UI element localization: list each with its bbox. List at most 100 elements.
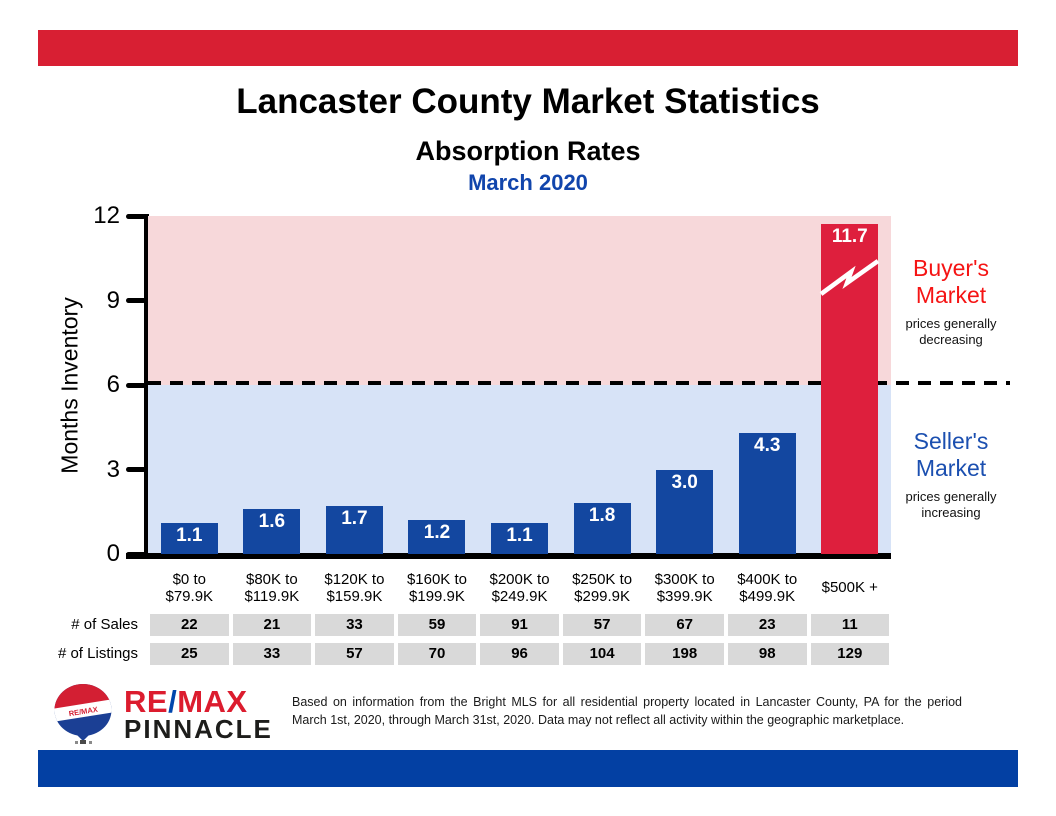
- sales-row-label: # of Sales: [71, 616, 138, 633]
- bar-value-label: 4.3: [754, 434, 781, 456]
- buyer-market-note: prices generally decreasing: [905, 316, 997, 347]
- bar: 1.1: [160, 523, 218, 554]
- x-axis-category-line: $119.9K: [244, 588, 300, 605]
- x-axis-line: [126, 553, 891, 559]
- x-axis-category-label: $200K to $249.9K: [478, 570, 561, 606]
- page-title: Lancaster County Market Statistics: [236, 82, 820, 121]
- bar-value-label: 1.1: [506, 525, 533, 547]
- x-axis-category-line: $499.9K: [739, 588, 796, 605]
- bar: 1.2: [408, 520, 466, 554]
- table-cell: 22: [150, 614, 229, 636]
- report-period: March 2020: [468, 170, 588, 195]
- x-axis-category-label: $500K +: [809, 570, 892, 606]
- x-axis-category-label: $160K to $199.9K: [396, 570, 479, 606]
- y-axis-tick-label: 6: [106, 371, 120, 398]
- y-axis-tick-label: 3: [106, 455, 120, 483]
- bar: 1.7: [325, 506, 383, 554]
- y-axis-tick: [126, 467, 146, 472]
- bars-container: 1.1 1.6 1.7 1.2 1.1 1.8 3.0 4.3 11.7: [148, 216, 891, 554]
- bar: 1.1: [491, 523, 549, 554]
- y-axis-tick: [126, 298, 146, 303]
- table-cell: 57: [315, 643, 394, 665]
- table-cell: 25: [150, 643, 229, 665]
- remax-wordmark: RE/MAX: [124, 684, 248, 720]
- bar-value-label: 11.7: [831, 226, 868, 248]
- seller-market-annotation: Seller's Market prices generally increas…: [893, 428, 1009, 521]
- bar-value-label: 3.0: [671, 471, 698, 493]
- x-axis-category-label: $0 to $79.9K: [148, 570, 231, 606]
- x-axis-category-line: $400K to: [737, 570, 798, 588]
- bar-value-label: 1.2: [423, 522, 451, 544]
- table-cell: 57: [562, 614, 642, 636]
- x-axis-category-line: $399.9K: [656, 588, 713, 605]
- plot-area: 1.1 1.6 1.7 1.2 1.1 1.8 3.0 4.3 11.7: [148, 216, 891, 554]
- sales-row: 22 21 33 59 91 57 67 23 11: [148, 614, 891, 636]
- bar-slot: 1.7: [313, 216, 396, 554]
- remax-balloon-icon: RE/MAX: [53, 683, 115, 752]
- remax-office-name: PINNACLE: [124, 714, 273, 744]
- table-cell: 21: [232, 614, 312, 636]
- header-accent-bar: [38, 30, 1018, 66]
- bar-value-label: 1.1: [176, 525, 203, 547]
- table-cell: 198: [645, 643, 724, 665]
- y-axis-tick: [126, 213, 146, 219]
- x-axis-labels: $0 to $79.9K $80K to $119.9K $120K to $159.9K…: [148, 570, 891, 606]
- bar-slot: 3.0: [643, 216, 726, 554]
- x-axis-category-label: $400K to $499.9K: [726, 570, 809, 606]
- x-axis-category-line: $299.9K: [574, 588, 631, 605]
- buyer-zone-background: [148, 216, 891, 385]
- table-cell: 33: [315, 614, 394, 636]
- bar-slot: 1.1: [478, 216, 561, 554]
- footer-accent-bar: [38, 750, 1018, 787]
- y-axis-tick: [126, 382, 146, 388]
- y-axis-tick-label: 12: [93, 202, 120, 229]
- table-cell: 23: [727, 614, 807, 636]
- bar-slot: 1.6: [231, 216, 314, 554]
- table-cell: 104: [562, 643, 642, 665]
- x-axis-category-line: $79.9K: [165, 588, 214, 605]
- remax-wordmark-re: RE: [124, 684, 169, 719]
- listings-row: 25 33 57 70 96 104 198 98 129: [148, 643, 891, 665]
- bar-slot: 11.7: [809, 216, 892, 554]
- x-axis-category-line: $80K to: [245, 570, 298, 588]
- bar-slot: 1.1: [148, 216, 231, 554]
- x-axis-category-line: $199.9K: [409, 588, 465, 605]
- bar: 4.3: [738, 432, 796, 554]
- x-axis-category-line: $200K to: [489, 570, 550, 588]
- x-axis-category-line: $0 to: [172, 570, 206, 588]
- x-axis-category-line: $159.9K: [326, 588, 383, 605]
- seller-market-note: prices generally increasing: [905, 489, 997, 520]
- table-cell: 129: [810, 643, 890, 665]
- threshold-dashed-line: [148, 381, 1010, 385]
- remax-wordmark-max: MAX: [177, 684, 248, 719]
- bar: 11.7: [819, 224, 880, 554]
- x-axis-category-line: $249.9K: [491, 588, 548, 605]
- table-cell: 59: [397, 614, 477, 636]
- page-subtitle: Absorption Rates: [415, 136, 641, 166]
- remax-wordmark-slash: /: [168, 684, 178, 719]
- bar-value-label: 1.8: [588, 505, 616, 527]
- scale-break-icon: [819, 259, 880, 297]
- y-axis-tick-label: 9: [106, 286, 120, 314]
- x-axis-category-label: $80K to $119.9K: [231, 570, 314, 606]
- x-axis-category-label: $300K to $399.9K: [643, 570, 726, 606]
- bar-slot: 1.2: [396, 216, 479, 554]
- listings-row-label: # of Listings: [57, 645, 138, 662]
- bar-slot: 1.8: [561, 216, 644, 554]
- x-axis-category-line: $160K to: [406, 570, 467, 588]
- seller-market-title: Seller's Market: [913, 428, 989, 481]
- bar: 3.0: [656, 469, 714, 554]
- x-axis-category-label: $120K to $159.9K: [313, 570, 396, 606]
- table-cell: 70: [397, 643, 477, 665]
- y-axis-line: [144, 214, 149, 558]
- buyer-market-annotation: Buyer's Market prices generally decreasi…: [893, 255, 1009, 348]
- bar-slot: 4.3: [726, 216, 809, 554]
- x-axis-category-label: $250K to $299.9K: [561, 570, 644, 606]
- table-cell: 33: [232, 643, 312, 665]
- table-cell: 91: [480, 614, 559, 636]
- x-axis-category-line: $500K +: [821, 579, 878, 597]
- table-cell: 67: [645, 614, 724, 636]
- x-axis-category-line: $250K to: [572, 570, 633, 588]
- bar-value-label: 1.7: [341, 508, 368, 530]
